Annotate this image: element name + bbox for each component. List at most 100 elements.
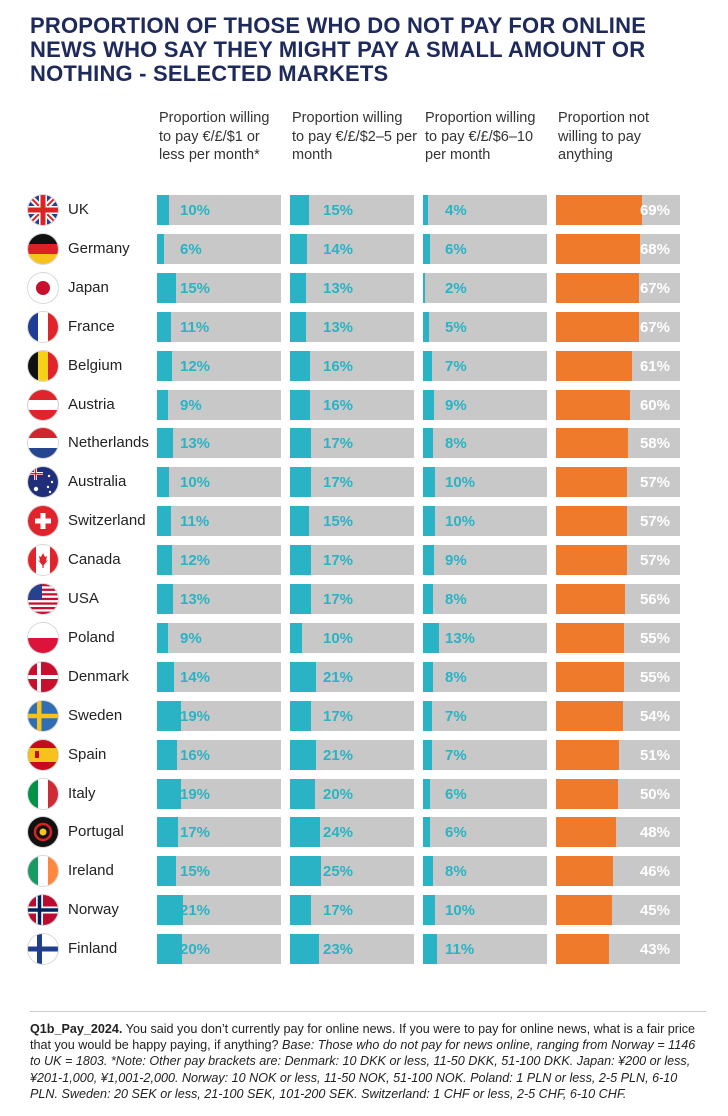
table-row: Finland 20% 23% 11% 43% [0,931,728,970]
bar-fill [423,506,436,537]
country-label: Netherlands [68,434,149,452]
bar-value-label: 10% [323,629,354,647]
table-row: Switzerland 11% 15% 10% 57% [0,503,728,542]
bar-value-label: 17% [323,902,354,920]
bar-value-label: 15% [180,279,211,297]
bar-track-series-3: 8% [423,428,547,459]
table-row: Ireland 15% 25% 8% 46% [0,853,728,892]
bar-value-label: 19% [180,707,211,725]
bar-track-series-3: 8% [423,856,547,887]
austria-flag [28,389,58,420]
table-row: France 11% 13% 5% 67% [0,309,728,348]
bar-track-series-3: 4% [423,195,547,225]
country-label: UK [68,201,89,218]
bar-value-label: 61% [639,357,670,375]
bar-track-series-1: 12% [157,350,281,381]
bar-value-label: 17% [180,824,211,842]
bar-track-series-1: 13% [157,584,281,614]
bar-value-label: 9% [445,552,467,570]
bar-track-series-4: 57% [556,506,680,537]
bar-value-label: 17% [323,435,354,453]
bar-fill [423,428,433,459]
bar-track-series-4: 58% [556,428,680,459]
bar-track-series-4: 48% [556,817,680,848]
bar-fill [423,272,426,303]
bar-value-label: 57% [639,513,670,531]
bar-fill [423,311,430,342]
bar-fill [556,506,627,537]
bar-fill [157,700,181,731]
bar-fill [157,895,184,926]
bar-fill [290,622,303,653]
bar-track-series-4: 67% [556,272,680,303]
bar-fill [423,584,433,614]
bar-track-series-3: 7% [423,700,547,731]
bar-value-label: 16% [323,357,354,375]
bar-fill [290,428,312,459]
bar-fill [556,389,631,420]
bar-track-series-3: 13% [423,622,547,653]
bar-value-label: 13% [323,279,354,297]
bar-value-label: 10% [445,474,476,492]
bar-track-series-1: 20% [157,934,281,965]
bar-track-series-1: 19% [157,778,281,809]
table-row: Netherlands 13% 17% 8% 58% [0,425,728,464]
bar-value-label: 11% [180,513,210,531]
bar-fill [423,856,433,887]
bar-fill [157,661,175,692]
column-header-1: Proportion willing to pay €/£/$1 or less… [159,110,270,163]
bar-track-series-4: 69% [556,195,680,225]
bar-track-series-2: 13% [290,272,414,303]
bar-track-series-3: 11% [423,934,547,965]
bar-fill [157,817,179,848]
bar-fill [290,506,309,537]
bar-value-label: 55% [639,668,670,686]
bar-fill [290,856,321,887]
bar-track-series-3: 8% [423,661,547,692]
bar-fill [556,856,614,887]
bar-value-label: 8% [445,863,467,881]
table-row: USA 13% 17% 8% 56% [0,581,728,620]
bar-track-series-2: 15% [290,195,414,225]
bar-fill [290,389,310,420]
bar-fill [423,545,435,576]
bar-value-label: 17% [323,552,354,570]
bar-fill [290,934,319,965]
canada-flag [28,545,58,576]
table-row: Sweden 19% 17% 7% 54% [0,698,728,737]
bar-value-label: 43% [639,941,670,959]
bar-value-label: 20% [180,941,211,959]
bar-track-series-1: 17% [157,817,281,848]
table-row: Portugal 17% 24% 6% 48% [0,814,728,853]
bar-track-series-1: 11% [157,506,281,537]
bar-fill [157,778,181,809]
bar-value-label: 54% [639,707,670,725]
bar-fill [290,817,320,848]
bar-fill [157,389,169,420]
bar-value-label: 13% [445,629,476,647]
country-label: Portugal [68,823,124,841]
table-row: Austria 9% 16% 9% 60% [0,387,728,426]
country-label: Norway [68,901,119,919]
bar-track-series-2: 14% [290,233,414,264]
bar-value-label: 13% [180,435,211,453]
poland-flag [28,622,58,653]
italy-flag [28,778,58,809]
country-label: Ireland [68,862,114,880]
australia-flag [28,467,58,498]
table-row: Denmark 14% 21% 8% 55% [0,659,728,698]
bar-fill [290,778,315,809]
bar-fill [423,934,437,965]
bar-fill [556,195,642,225]
bar-fill [157,545,172,576]
bar-track-series-3: 9% [423,545,547,576]
bar-fill [556,817,616,848]
bar-value-label: 6% [445,240,467,258]
bar-value-label: 56% [639,591,670,608]
bar-track-series-2: 23% [290,934,414,965]
bar-fill [423,661,433,692]
country-label: Germany [68,239,130,257]
bar-track-series-3: 2% [423,272,547,303]
bar-value-label: 7% [445,357,467,375]
table-row: Poland 9% 10% 13% 55% [0,620,728,659]
